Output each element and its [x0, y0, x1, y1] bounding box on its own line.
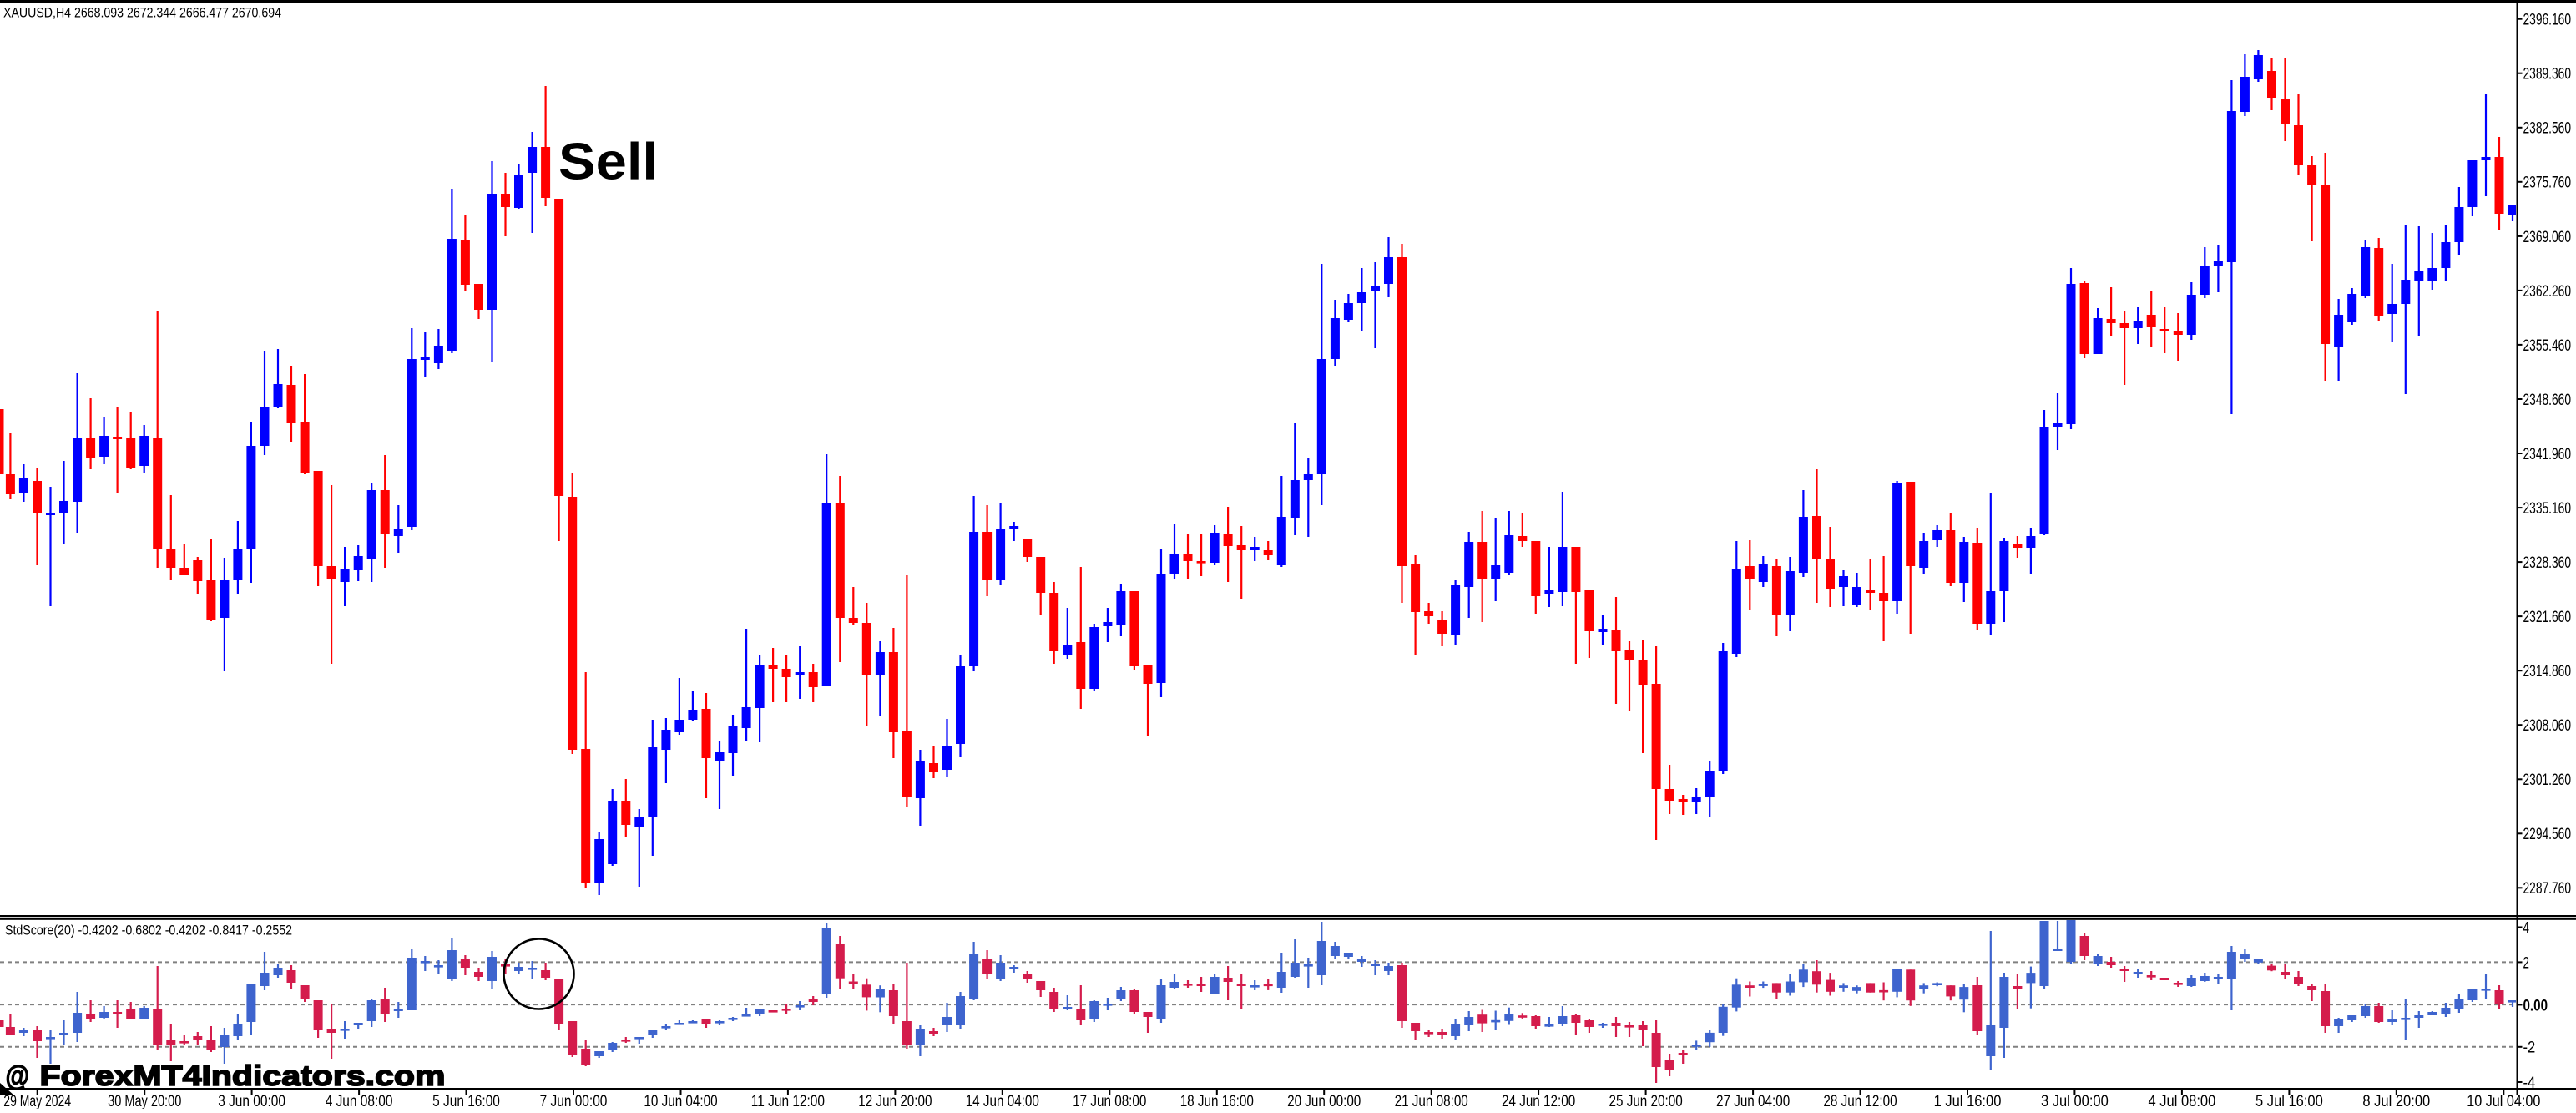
svg-text:ForexMT4Indicators.com: ForexMT4Indicators.com [40, 1060, 446, 1092]
svg-text:2287.760: 2287.760 [2523, 880, 2572, 898]
svg-text:XAUUSD,H4 2668.093 2672.344 2: XAUUSD,H4 2668.093 2672.344 2666.477 267… [3, 5, 281, 21]
svg-text:10 Jul 04:00: 10 Jul 04:00 [2467, 1093, 2540, 1109]
svg-text:2375.760: 2375.760 [2523, 175, 2572, 192]
svg-text:4 Jul 08:00: 4 Jul 08:00 [2149, 1093, 2216, 1109]
svg-text:Sell: Sell [558, 134, 658, 191]
svg-text:2308.060: 2308.060 [2523, 717, 2572, 735]
svg-text:24 Jun 12:00: 24 Jun 12:00 [1502, 1093, 1575, 1109]
svg-text:3 Jun 00:00: 3 Jun 00:00 [218, 1093, 285, 1109]
svg-text:30 May 20:00: 30 May 20:00 [108, 1093, 181, 1109]
svg-text:2301.260: 2301.260 [2523, 772, 2572, 789]
svg-text:2321.660: 2321.660 [2523, 609, 2572, 626]
svg-text:2341.960: 2341.960 [2523, 446, 2572, 463]
svg-text:5 Jul 16:00: 5 Jul 16:00 [2255, 1093, 2323, 1109]
svg-text:10 Jun 04:00: 10 Jun 04:00 [644, 1093, 717, 1109]
svg-text:2: 2 [2523, 954, 2529, 972]
svg-text:2389.360: 2389.360 [2523, 66, 2572, 83]
svg-text:2314.860: 2314.860 [2523, 663, 2572, 680]
svg-text:StdScore(20) -0.4202 -0.6802 -: StdScore(20) -0.4202 -0.6802 -0.4202 -0.… [5, 923, 292, 938]
svg-text:2382.560: 2382.560 [2523, 120, 2572, 138]
svg-text:17 Jun 08:00: 17 Jun 08:00 [1073, 1093, 1146, 1109]
svg-text:2335.160: 2335.160 [2523, 500, 2572, 518]
svg-text:0.00: 0.00 [2523, 997, 2548, 1014]
svg-text:29 May 2024: 29 May 2024 [3, 1093, 71, 1109]
svg-text:18 Jun 16:00: 18 Jun 16:00 [1180, 1093, 1254, 1109]
svg-text:-2: -2 [2523, 1040, 2536, 1057]
svg-text:2294.560: 2294.560 [2523, 826, 2572, 843]
svg-text:1 Jul 16:00: 1 Jul 16:00 [1934, 1093, 2002, 1109]
svg-text:4: 4 [2523, 919, 2530, 937]
svg-text:21 Jun 08:00: 21 Jun 08:00 [1395, 1093, 1468, 1109]
svg-text:2348.660: 2348.660 [2523, 392, 2572, 409]
svg-text:4 Jun 08:00: 4 Jun 08:00 [326, 1093, 393, 1109]
svg-text:7 Jun 00:00: 7 Jun 00:00 [540, 1093, 608, 1109]
svg-text:20 Jun 00:00: 20 Jun 00:00 [1287, 1093, 1361, 1109]
svg-text:12 Jun 20:00: 12 Jun 20:00 [858, 1093, 932, 1109]
svg-text:2328.360: 2328.360 [2523, 554, 2572, 572]
svg-text:3 Jul 00:00: 3 Jul 00:00 [2041, 1093, 2109, 1109]
svg-text:28 Jun 12:00: 28 Jun 12:00 [1823, 1093, 1897, 1109]
svg-text:14 Jun 04:00: 14 Jun 04:00 [966, 1093, 1039, 1109]
svg-text:2369.060: 2369.060 [2523, 229, 2572, 246]
svg-text:8 Jul 20:00: 8 Jul 20:00 [2362, 1093, 2430, 1109]
svg-text:5 Jun 16:00: 5 Jun 16:00 [432, 1093, 500, 1109]
svg-text:27 Jun 04:00: 27 Jun 04:00 [1716, 1093, 1790, 1109]
svg-text:2355.460: 2355.460 [2523, 337, 2572, 355]
svg-text:2396.160: 2396.160 [2523, 12, 2572, 29]
svg-text:-4: -4 [2523, 1075, 2536, 1092]
svg-text:25 Jun 20:00: 25 Jun 20:00 [1609, 1093, 1683, 1109]
svg-text:11 Jun 12:00: 11 Jun 12:00 [751, 1093, 825, 1109]
svg-text:2362.260: 2362.260 [2523, 283, 2572, 301]
svg-text:@: @ [6, 1060, 30, 1092]
